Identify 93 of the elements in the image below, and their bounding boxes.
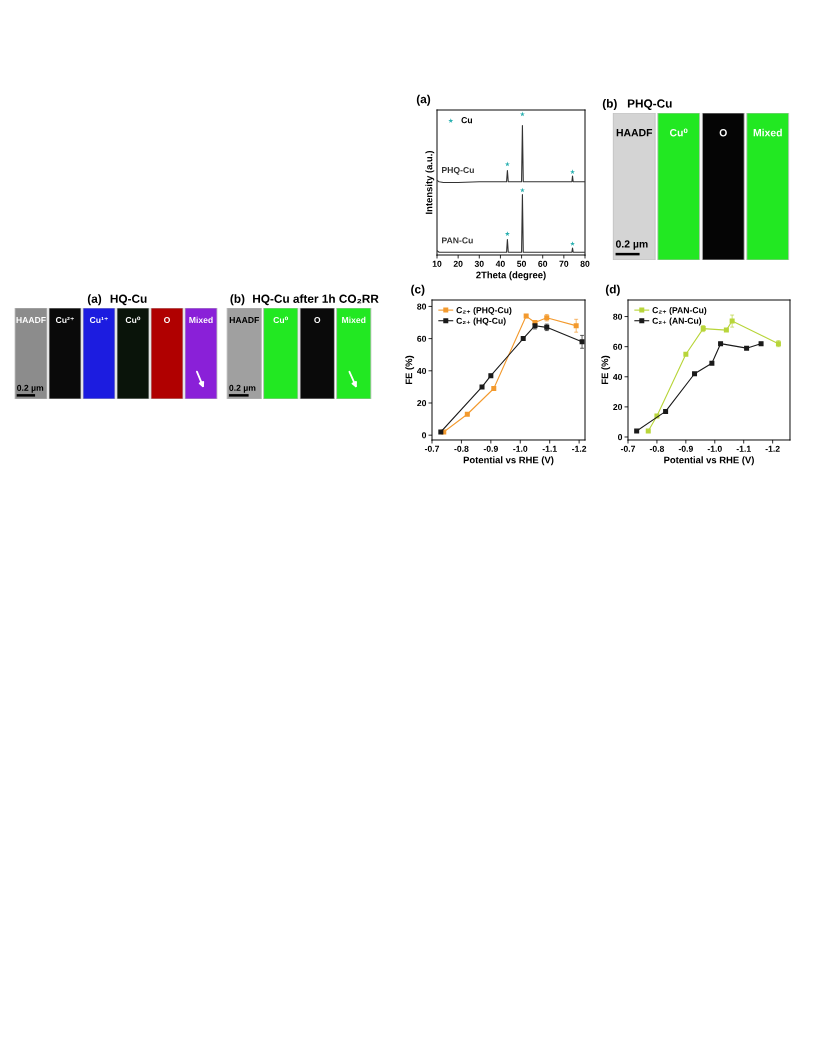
point bbox=[758, 341, 764, 347]
category-label: O bbox=[719, 129, 727, 137]
category-label: Cu¹⁺ bbox=[89, 316, 108, 324]
text: HQ-Cu after 1h CO₂RR bbox=[253, 294, 379, 306]
category-label: Cu²⁺ bbox=[55, 316, 74, 324]
point bbox=[729, 318, 735, 324]
x-axis-title: 2Theta (degree) bbox=[476, 271, 546, 281]
x-tick-label: 30 bbox=[474, 260, 484, 267]
point bbox=[663, 408, 669, 414]
point bbox=[573, 323, 579, 329]
text: (b) bbox=[230, 294, 245, 306]
x-tick-label: -1.2 bbox=[765, 445, 780, 452]
y-tick-label: 60 bbox=[417, 335, 427, 342]
x-tick-label: 70 bbox=[559, 260, 569, 267]
category-label: Mixed bbox=[189, 316, 213, 324]
y-tick-label: 20 bbox=[613, 403, 623, 411]
category-label: O bbox=[164, 316, 170, 324]
point bbox=[579, 339, 585, 345]
category-label: Cu⁰ bbox=[669, 128, 688, 137]
category-label: Cu⁰ bbox=[125, 316, 141, 324]
legend-label: Cu bbox=[461, 117, 473, 124]
x-tick-label: -0.8 bbox=[454, 445, 469, 452]
x-tick-label: 60 bbox=[538, 260, 548, 267]
category-label: Cu⁰ bbox=[273, 316, 289, 324]
x-axis-title: Potential vs RHE (V) bbox=[664, 456, 754, 466]
x-tick-label: 20 bbox=[453, 260, 463, 267]
x-tick-label: 50 bbox=[517, 260, 527, 267]
point bbox=[519, 187, 525, 193]
category-label: HAADF bbox=[16, 317, 46, 323]
point bbox=[744, 345, 750, 351]
point bbox=[488, 373, 494, 379]
category-label: Mixed bbox=[753, 128, 782, 137]
legend-label: C₂₊ (AN-Cu) bbox=[652, 317, 702, 326]
text: PHQ-Cu bbox=[627, 99, 672, 110]
point bbox=[634, 428, 640, 434]
point bbox=[645, 428, 651, 434]
chart-title: (d) bbox=[605, 284, 620, 296]
x-tick-label: -1.2 bbox=[572, 445, 587, 452]
text: 0.2 µm bbox=[17, 384, 44, 393]
series-label: PHQ-Cu bbox=[442, 166, 474, 175]
category-label: HAADF bbox=[616, 129, 653, 137]
y-tick-label: 60 bbox=[613, 343, 623, 350]
point bbox=[479, 384, 485, 390]
legend-label: C₂₊ (PHQ-Cu) bbox=[456, 306, 512, 315]
point bbox=[718, 341, 724, 347]
y-axis-title: FE (%) bbox=[601, 355, 611, 385]
y-tick-label: 0 bbox=[422, 432, 427, 439]
x-tick-label: -0.8 bbox=[649, 445, 665, 452]
category-label: Mixed bbox=[342, 316, 366, 324]
y-axis-title: Intensity (a.u.) bbox=[425, 150, 435, 214]
x-tick-label: 10 bbox=[432, 260, 442, 267]
category-label: HAADF bbox=[229, 317, 259, 323]
y-axis-title: FE (%) bbox=[405, 355, 415, 385]
x-tick-label: -0.9 bbox=[678, 445, 693, 452]
point bbox=[570, 169, 575, 175]
series-label: PAN-Cu bbox=[442, 237, 473, 244]
y-tick-label: 0 bbox=[618, 434, 623, 441]
x-tick-label: -1.0 bbox=[513, 445, 528, 452]
point bbox=[723, 327, 729, 333]
legend-label: C₂₊ (PAN-Cu) bbox=[652, 306, 707, 315]
y-tick-label: 80 bbox=[417, 303, 427, 310]
point bbox=[491, 386, 497, 392]
chart-title: (a) bbox=[416, 94, 431, 106]
chart-title: (c) bbox=[411, 284, 425, 296]
x-tick-label: -1.0 bbox=[707, 445, 722, 452]
category-label: O bbox=[314, 316, 321, 324]
point bbox=[683, 351, 689, 357]
x-tick-label: -0.9 bbox=[483, 445, 498, 452]
text: HQ-Cu bbox=[110, 294, 147, 306]
point bbox=[709, 360, 715, 366]
legend-label: C₂₊ (HQ-Cu) bbox=[456, 317, 506, 326]
point bbox=[692, 371, 698, 377]
point bbox=[519, 111, 525, 117]
text: 0.2 µm bbox=[229, 384, 256, 393]
point bbox=[504, 231, 510, 236]
point bbox=[504, 161, 510, 167]
text: 0.2 µm bbox=[615, 240, 648, 250]
point bbox=[570, 241, 575, 246]
y-tick-label: 40 bbox=[613, 373, 623, 380]
x-tick-label: 40 bbox=[495, 260, 505, 267]
x-tick-label: -1.1 bbox=[542, 445, 557, 452]
y-tick-label: 40 bbox=[417, 367, 427, 375]
y-tick-label: 80 bbox=[613, 313, 623, 320]
x-tick-label: -0.7 bbox=[620, 445, 636, 452]
point bbox=[464, 411, 470, 417]
text: (a) bbox=[87, 294, 102, 306]
text: (b) bbox=[602, 99, 617, 111]
x-tick-label: -1.1 bbox=[736, 445, 751, 452]
point bbox=[520, 336, 526, 342]
x-tick-label: -0.7 bbox=[424, 445, 440, 452]
x-tick-label: 80 bbox=[580, 260, 590, 267]
x-axis-title: Potential vs RHE (V) bbox=[463, 456, 554, 466]
y-tick-label: 20 bbox=[417, 400, 427, 407]
